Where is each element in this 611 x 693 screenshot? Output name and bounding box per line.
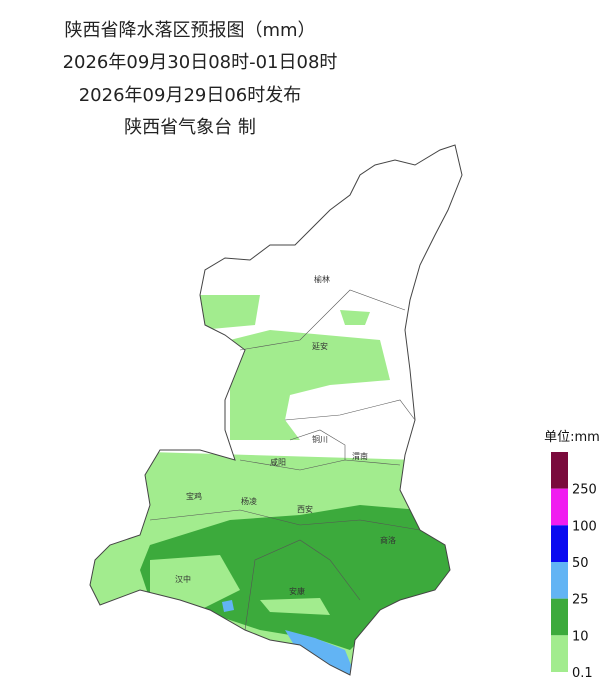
border [244, 539, 361, 631]
legend-label: 10 [572, 629, 589, 644]
area-light [340, 310, 370, 325]
border [289, 429, 346, 460]
issuer: 陕西省气象台 制 [124, 117, 256, 138]
area-light [260, 598, 330, 615]
legend-label: 0.1 [572, 666, 593, 681]
area-blue [285, 630, 355, 675]
city-label: 榆林 [314, 274, 330, 284]
area-light [230, 330, 390, 440]
city-label: 商洛 [380, 535, 396, 545]
city-label: 咸阳 [270, 457, 286, 467]
legend-label: 25 [572, 593, 589, 608]
legend-swatch [551, 452, 568, 489]
legend-swatch [551, 635, 568, 672]
city-label: 汉中 [175, 574, 191, 584]
border [149, 509, 421, 531]
city-label: 西安 [297, 504, 313, 514]
city-label: 宝鸡 [186, 491, 202, 501]
legend-swatch [551, 562, 568, 599]
legend-label: 250 [572, 483, 597, 498]
legend-label: 100 [572, 519, 597, 534]
border [239, 289, 406, 351]
area-light [150, 555, 240, 610]
border [239, 459, 401, 471]
title-block: 陕西省降水落区预报图（mm） 2026年09月30日08时-01日08时 202… [63, 20, 338, 138]
city-label: 铜川 [312, 434, 328, 444]
legend-title: 单位:mm [544, 430, 600, 445]
city-label: 延安 [312, 341, 328, 351]
border [284, 399, 416, 421]
issued: 2026年09月29日06时发布 [79, 85, 302, 106]
legend-label: 50 [572, 556, 589, 571]
city-label: 杨凌 [241, 496, 257, 506]
legend: 单位:mm 250 100 50 25 10 0.1 [544, 430, 600, 681]
legend-swatch [551, 525, 568, 562]
legend-swatch [551, 598, 568, 636]
period: 2026年09月30日08时-01日08时 [63, 52, 338, 73]
area-blue [222, 600, 234, 612]
area-light [195, 295, 260, 330]
title: 陕西省降水落区预报图（mm） [64, 20, 315, 41]
map [89, 144, 463, 676]
city-label: 渭南 [352, 451, 368, 461]
legend-swatch [551, 488, 568, 526]
city-label: 安康 [289, 586, 305, 596]
